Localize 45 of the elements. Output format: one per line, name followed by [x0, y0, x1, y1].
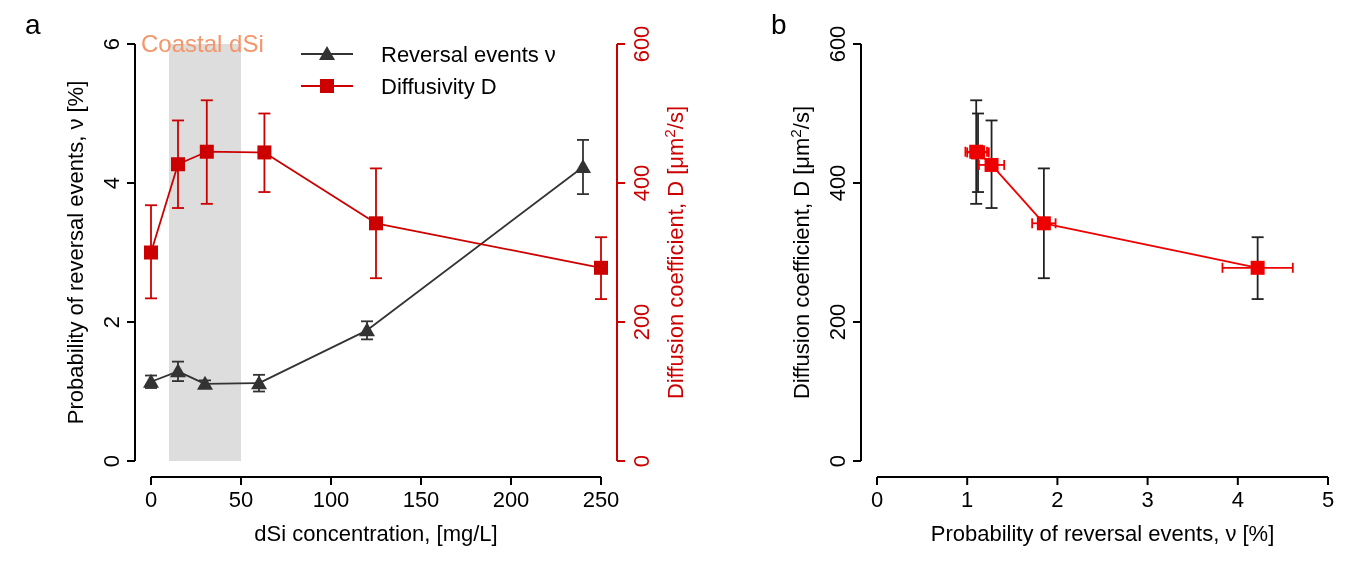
point — [257, 145, 272, 160]
band-label: Coastal dSi — [141, 30, 264, 57]
chart-title: a — [25, 9, 41, 40]
y2-tick-label: 200 — [629, 303, 654, 341]
x-axis-title: dSi concentration, [mg/L] — [254, 521, 498, 546]
x-axis-title: Probability of reversal events, ν [%] — [930, 521, 1275, 546]
point — [199, 144, 214, 159]
point — [369, 216, 383, 231]
y2-tick-label: 600 — [629, 25, 654, 63]
x-tick-label: 4 — [1231, 487, 1244, 512]
y-tick-label: 400 — [825, 164, 850, 202]
y-tick-label: 0 — [99, 454, 124, 468]
x-tick-label: 5 — [1321, 487, 1335, 512]
point — [594, 260, 608, 275]
point — [984, 157, 999, 172]
x-tick-label: 100 — [312, 487, 350, 512]
legend-label: Reversal events ν — [381, 42, 556, 67]
y-tick-label: 6 — [99, 37, 124, 51]
legend-label: Diffusivity D — [381, 74, 497, 99]
x-tick-label: 150 — [402, 487, 440, 512]
x-tick-label: 0 — [144, 487, 158, 512]
y-tick-label: 2 — [99, 315, 124, 329]
y-tick-label: 200 — [825, 303, 850, 341]
y-tick-label: 4 — [99, 176, 124, 190]
x-tick-label: 200 — [492, 487, 530, 512]
point — [144, 245, 158, 260]
y2-tick-label: 0 — [629, 454, 654, 468]
point — [171, 157, 185, 172]
point — [1036, 216, 1051, 231]
x-tick-label: 250 — [582, 487, 620, 512]
x-tick-label: 0 — [870, 487, 884, 512]
point — [575, 159, 591, 174]
chart-title: b — [771, 9, 787, 40]
x-tick-label: 2 — [1051, 487, 1064, 512]
x-tick-label: 1 — [961, 487, 974, 512]
x-tick-label: 3 — [1141, 487, 1154, 512]
point — [1250, 260, 1265, 275]
y2-tick-label: 400 — [629, 164, 654, 202]
y-axis-title: Probability of reversal events, ν [%] — [63, 80, 88, 425]
x-tick-label: 50 — [228, 487, 254, 512]
point — [359, 322, 375, 337]
y-tick-label: 0 — [825, 454, 850, 468]
y-tick-label: 600 — [825, 25, 850, 63]
point — [197, 375, 213, 390]
point — [170, 363, 186, 378]
